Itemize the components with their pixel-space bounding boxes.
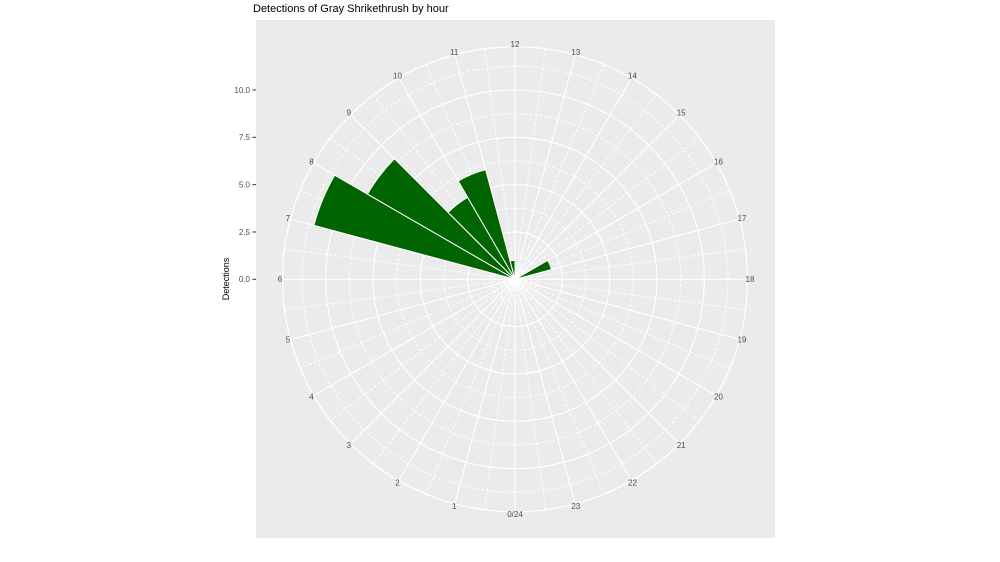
grid-spoke-half-hour [284, 278, 516, 311]
grid-spoke-half-hour [514, 278, 746, 311]
grid-spoke-hour [398, 279, 516, 481]
grid-spoke-hour [290, 278, 516, 341]
y-tick-label-10.0: 10.0 [234, 86, 250, 95]
bar-hour-8 [366, 158, 516, 280]
grid-spoke-hour [313, 278, 516, 397]
hour-label-22: 22 [628, 478, 637, 487]
grid-spoke-hour [514, 278, 680, 445]
grid-spoke-half-hour [425, 64, 516, 280]
hour-label-0-24: 0/24 [507, 510, 523, 519]
bar-hour-10 [457, 169, 516, 280]
y-tick-label-0.0: 0.0 [239, 275, 251, 284]
bars-layer [313, 158, 553, 280]
hour-label-19: 19 [738, 336, 747, 345]
grid-circle-outer [281, 46, 749, 513]
hour-label-6: 6 [278, 275, 283, 284]
grid-spoke-hour [514, 162, 717, 280]
grid-spoke-half-hour [514, 64, 605, 280]
grid-spoke-half-hour [514, 189, 730, 280]
grid-spoke-half-hour [514, 279, 546, 510]
grid-spoke-half-hour [514, 48, 546, 280]
hour-label-18: 18 [746, 275, 755, 284]
grid-spoke-half-hour [514, 248, 746, 280]
bar-hour-16 [514, 259, 553, 280]
grid-spoke-hour [514, 278, 717, 397]
hour-label-12: 12 [511, 40, 520, 49]
grid-spoke-half-hour [373, 94, 516, 280]
hour-label-1: 1 [452, 502, 457, 511]
hour-label-2: 2 [395, 478, 400, 487]
grid-spoke-half-hour [300, 278, 516, 369]
grid-spoke-half-hour [373, 278, 516, 465]
chart-title: Detections of Gray Shrikethrush by hour [253, 3, 449, 15]
hour-label-5: 5 [286, 336, 291, 345]
hour-label-9: 9 [347, 109, 352, 118]
grid-spoke-hour [514, 278, 740, 341]
hour-label-20: 20 [714, 392, 723, 401]
grid-spoke-hour [514, 218, 740, 280]
grid-spoke-half-hour [514, 278, 730, 369]
bar-hour-11 [509, 259, 516, 280]
hour-label-7: 7 [286, 214, 291, 223]
y-tick-label-2.5: 2.5 [239, 228, 251, 237]
grid-spoke-half-hour [284, 248, 516, 280]
grid-spoke-half-hour [514, 279, 605, 495]
grid-spoke-half-hour [484, 279, 516, 510]
hour-label-23: 23 [571, 502, 580, 511]
hour-label-13: 13 [571, 48, 580, 57]
grid-spoke-half-hour [514, 137, 700, 280]
y-axis-title: Detections [221, 257, 231, 301]
hour-label-3: 3 [347, 441, 352, 450]
grid-spoke-hour [350, 278, 516, 445]
grid-spoke-half-hour [330, 278, 516, 422]
hour-label-15: 15 [677, 109, 686, 118]
hour-labels-layer: 0/24123456789101112131415161718192021222… [278, 40, 755, 519]
grid-spoke-hour [514, 114, 680, 280]
hour-label-14: 14 [628, 71, 637, 80]
grid-spoke-half-hour [514, 94, 657, 280]
hour-label-10: 10 [393, 71, 402, 80]
grid-spoke-hour [514, 279, 576, 505]
hour-label-21: 21 [677, 441, 686, 450]
grid-spoke-half-hour [514, 278, 657, 465]
hour-label-8: 8 [309, 157, 314, 166]
grid-spoke-hour [514, 77, 632, 280]
grid-spoke-hour [514, 54, 576, 280]
grid-spoke-hour [454, 279, 516, 505]
grid-spoke-half-hour [425, 279, 516, 495]
radial-axis-layer: 0.0 2.5 5.0 7.5 10.0 [234, 86, 256, 284]
hour-label-16: 16 [714, 157, 723, 166]
hour-label-11: 11 [450, 48, 459, 57]
grid-spoke-half-hour [514, 278, 700, 422]
y-tick-label-5.0: 5.0 [239, 181, 251, 190]
hour-label-4: 4 [309, 392, 314, 401]
bar-hour-7 [313, 174, 516, 280]
hour-label-17: 17 [738, 214, 747, 223]
grid-spoke-half-hour [484, 48, 516, 280]
y-tick-label-7.5: 7.5 [239, 133, 251, 142]
grid-spoke-hour [514, 279, 632, 481]
